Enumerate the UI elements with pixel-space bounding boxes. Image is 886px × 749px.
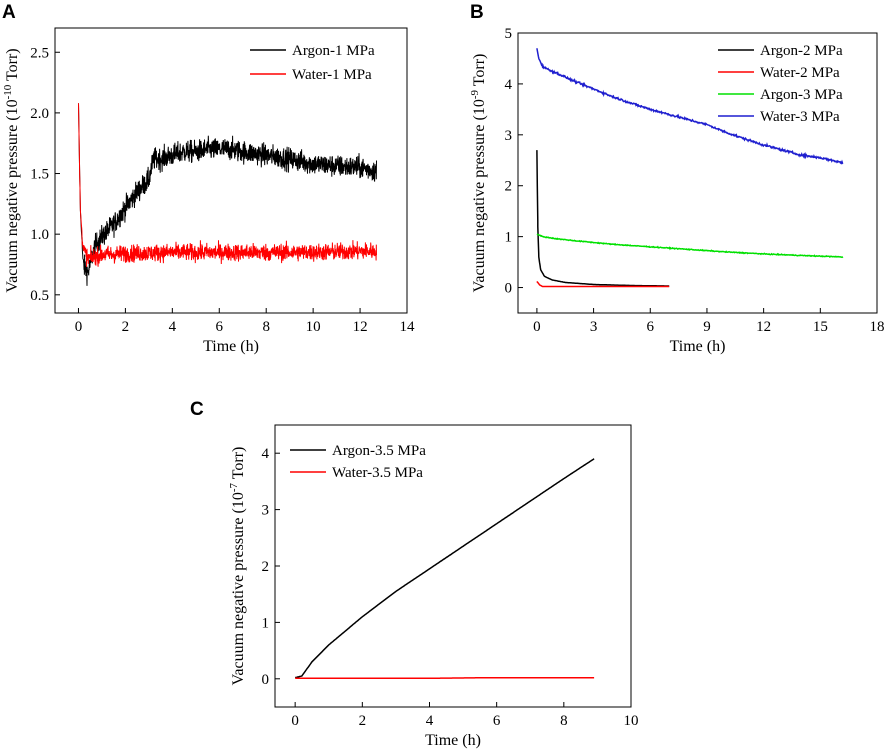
y-tick-label: 3 xyxy=(262,503,270,519)
y-tick-label: 2 xyxy=(505,179,513,195)
y-axis-label: Vacuum negative pressure (10-9 Torr) xyxy=(469,54,488,293)
plot-frame xyxy=(54,27,408,314)
x-tick-label: 12 xyxy=(756,319,771,335)
x-tick-label: 2 xyxy=(122,319,130,335)
x-tick-label: 3 xyxy=(590,319,598,335)
legend-label: Argon-3.5 MPa xyxy=(332,443,426,459)
x-tick-label: 10 xyxy=(624,713,639,729)
series-line-water-2-mpa xyxy=(536,280,670,288)
x-axis-label: Time (h) xyxy=(670,338,726,355)
legend-label: Water-3.5 MPa xyxy=(332,465,423,481)
series-line-argon-3-mpa xyxy=(536,233,844,259)
y-axis-label: Vacuum negative pressure (10-10 Torr) xyxy=(2,48,21,292)
plot-frame xyxy=(517,32,878,314)
series-line-argon-2-mpa xyxy=(536,150,670,287)
x-tick-label: 0 xyxy=(291,713,299,729)
x-tick-label: 12 xyxy=(353,319,368,335)
panel-a-letter: A xyxy=(2,2,16,23)
x-tick-label: 10 xyxy=(306,319,321,335)
series-line-water-1-mpa xyxy=(78,103,377,268)
x-tick-label: 8 xyxy=(262,319,270,335)
panel-c-letter: C xyxy=(190,399,204,420)
legend-label: Water-2 MPa xyxy=(760,65,840,81)
x-axis-label: Time (h) xyxy=(425,732,481,749)
x-tick-label: 9 xyxy=(703,319,711,335)
x-tick-label: 15 xyxy=(813,319,828,335)
x-tick-label: 0 xyxy=(75,319,83,335)
x-tick-label: 14 xyxy=(400,319,416,335)
y-tick-label: 2.0 xyxy=(30,106,49,122)
y-tick-label: 0 xyxy=(262,672,270,688)
x-tick-label: 4 xyxy=(169,319,177,335)
x-tick-label: 4 xyxy=(426,713,434,729)
x-tick-label: 0 xyxy=(533,319,541,335)
legend-label: Water-1 MPa xyxy=(292,67,372,83)
y-axis-label: Vacuum negative pressure (10-7 Torr) xyxy=(228,447,247,686)
legend-label: Argon-1 MPa xyxy=(292,43,375,59)
series-line-argon-3-5-mpa xyxy=(294,458,595,679)
legend-label: Water-3 MPa xyxy=(760,109,840,125)
y-tick-label: 2.5 xyxy=(30,45,49,61)
plot-frame xyxy=(274,424,632,708)
panel-c: C 0 2 4 6 8 10 0 1 2 3 4 Time (h) Vacuum negative pr… xyxy=(190,399,639,749)
x-tick-label: 6 xyxy=(647,319,655,335)
y-tick-label: 4 xyxy=(262,446,270,462)
x-tick-label: 6 xyxy=(216,319,224,335)
x-tick-label: 18 xyxy=(870,319,885,335)
y-tick-label: 0 xyxy=(505,281,513,297)
y-tick-label: 1.0 xyxy=(30,227,49,243)
y-tick-label: 0.5 xyxy=(30,288,49,304)
panel-b-letter: B xyxy=(470,2,484,23)
x-axis-label: Time (h) xyxy=(203,338,259,355)
y-tick-label: 4 xyxy=(505,77,513,93)
legend-label: Argon-2 MPa xyxy=(760,43,843,59)
series-line-argon-1-mpa xyxy=(78,103,377,286)
y-tick-label: 5 xyxy=(505,26,513,42)
y-tick-label: 1 xyxy=(505,230,513,246)
series-line-water-3-5-mpa xyxy=(295,676,595,679)
y-tick-label: 1 xyxy=(262,615,270,631)
x-tick-label: 8 xyxy=(560,713,568,729)
y-tick-label: 3 xyxy=(505,128,513,144)
x-tick-label: 6 xyxy=(493,713,501,729)
y-tick-label: 1.5 xyxy=(30,167,49,183)
panel-a: A 0 2 4 6 8 10 12 14 0.5 1.0 1.5 2.0 2.5 Time (h) Vacu… xyxy=(2,2,415,355)
series-line-water-3-mpa xyxy=(536,48,844,165)
y-tick-label: 2 xyxy=(262,559,270,575)
x-tick-label: 2 xyxy=(359,713,367,729)
legend-label: Argon-3 MPa xyxy=(760,87,843,103)
